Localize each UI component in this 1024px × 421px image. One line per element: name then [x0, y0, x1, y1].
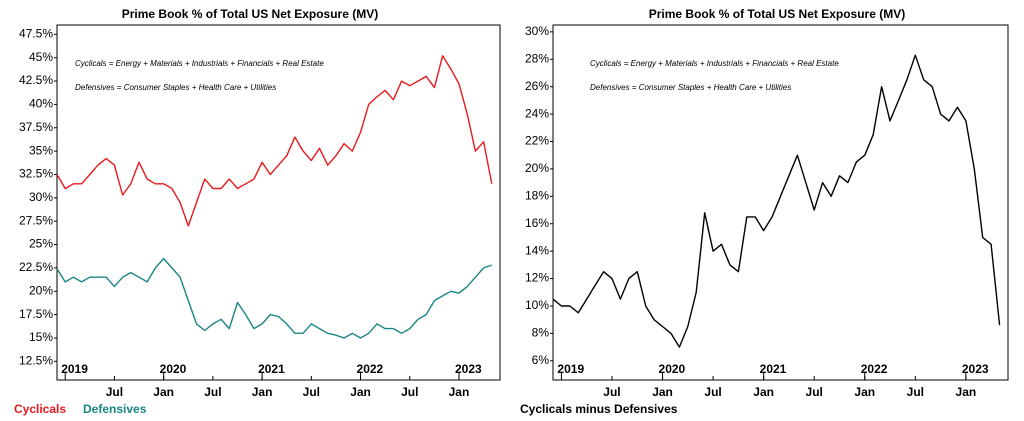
x-tick-label: Jul	[204, 385, 221, 399]
y-tick-label: 25%	[29, 237, 53, 251]
x-year-label: 2023	[962, 362, 989, 376]
x-tick-label: Jul	[907, 385, 924, 399]
y-tick-label: 47.5%	[19, 27, 53, 41]
y-tick-label: 40%	[29, 97, 53, 111]
x-tick-label: Jan	[652, 385, 673, 399]
y-tick-label: 26%	[525, 79, 549, 93]
y-tick-label: 22%	[525, 134, 549, 148]
y-tick-label: 35%	[29, 143, 53, 157]
y-tick-label: 14%	[525, 243, 549, 257]
x-year-label: 2022	[357, 362, 384, 376]
y-tick-label: 45%	[29, 50, 53, 64]
x-tick-label: Jul	[704, 385, 721, 399]
x-year-label: 2020	[659, 362, 686, 376]
annotation: Defensives = Consumer Staples + Health C…	[75, 83, 276, 92]
chart-title: Prime Book % of Total US Net Exposure (M…	[649, 7, 905, 21]
y-tick-label: 24%	[525, 106, 549, 120]
series-line	[552, 54, 1001, 348]
x-year-label: 2019	[557, 362, 584, 376]
y-tick-label: 20%	[29, 283, 53, 297]
annotation: Cyclicals = Energy + Materials + Industr…	[75, 59, 324, 68]
x-tick-label: Jan	[252, 385, 273, 399]
y-tick-label: 12.5%	[19, 353, 53, 367]
y-tick-label: 10%	[525, 298, 549, 312]
x-year-label: 2021	[760, 362, 787, 376]
legend-entry: Defensives	[83, 402, 147, 416]
y-tick-label: 37.5%	[19, 120, 53, 134]
series-line	[56, 257, 493, 339]
y-tick-label: 30%	[525, 24, 549, 38]
x-tick-label: Jan	[956, 385, 977, 399]
x-year-label: 2023	[455, 362, 482, 376]
series-line	[56, 55, 493, 227]
x-tick-label: Jul	[106, 385, 123, 399]
y-tick-label: 22.5%	[19, 260, 53, 274]
y-tick-label: 16%	[525, 216, 549, 230]
x-tick-label: Jan	[449, 385, 470, 399]
x-tick-label: Jan	[350, 385, 371, 399]
y-tick-label: 17.5%	[19, 307, 53, 321]
y-tick-label: 18%	[525, 189, 549, 203]
annotation: Defensives = Consumer Staples + Health C…	[590, 83, 791, 92]
x-tick-label: Jul	[603, 385, 620, 399]
x-year-label: 2019	[61, 362, 88, 376]
x-tick-label: Jul	[401, 385, 418, 399]
x-year-label: 2021	[258, 362, 285, 376]
x-year-label: 2022	[861, 362, 888, 376]
y-tick-label: 27.5%	[19, 213, 53, 227]
y-tick-label: 6%	[532, 353, 550, 367]
plot-frame	[552, 24, 1009, 381]
x-year-label: 2020	[160, 362, 187, 376]
y-tick-label: 42.5%	[19, 73, 53, 87]
x-tick-label: Jan	[153, 385, 174, 399]
x-tick-label: Jul	[806, 385, 823, 399]
y-tick-label: 12%	[525, 271, 549, 285]
y-tick-label: 20%	[525, 161, 549, 175]
y-tick-label: 15%	[29, 330, 53, 344]
y-tick-label: 32.5%	[19, 167, 53, 181]
legend-entry: Cyclicals minus Defensives	[520, 402, 678, 416]
annotation: Cyclicals = Energy + Materials + Industr…	[590, 59, 839, 68]
x-tick-label: Jul	[303, 385, 320, 399]
plot-frame	[56, 24, 501, 381]
x-tick-label: Jan	[854, 385, 875, 399]
chart-title: Prime Book % of Total US Net Exposure (M…	[122, 7, 378, 21]
x-tick-label: Jan	[753, 385, 774, 399]
y-tick-label: 28%	[525, 51, 549, 65]
y-tick-label: 8%	[532, 326, 550, 340]
y-tick-label: 30%	[29, 190, 53, 204]
legend-entry: Cyclicals	[14, 402, 66, 416]
